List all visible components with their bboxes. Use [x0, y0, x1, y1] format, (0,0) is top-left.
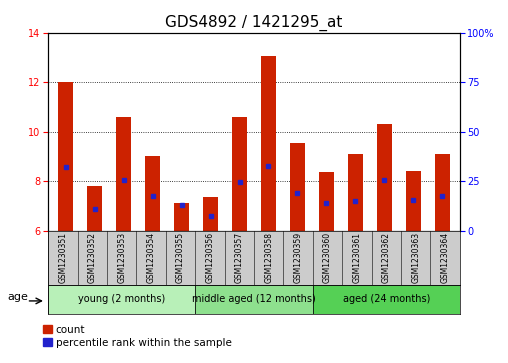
Text: age: age — [7, 292, 28, 302]
Bar — [87, 186, 102, 231]
Text: GSM1230355: GSM1230355 — [176, 232, 185, 283]
Text: GSM1230362: GSM1230362 — [382, 232, 391, 283]
Bar — [232, 117, 247, 231]
Text: GSM1230351: GSM1230351 — [58, 232, 68, 283]
Bar — [145, 156, 160, 231]
Legend: count, percentile rank within the sample: count, percentile rank within the sample — [43, 325, 232, 348]
Text: GSM1230364: GSM1230364 — [440, 232, 450, 283]
Bar — [313, 285, 460, 314]
Text: GSM1230357: GSM1230357 — [235, 232, 244, 283]
Text: GSM1230356: GSM1230356 — [205, 232, 214, 283]
Bar — [319, 172, 334, 231]
Text: GSM1230354: GSM1230354 — [147, 232, 155, 283]
Bar — [58, 82, 73, 231]
Text: aged (24 months): aged (24 months) — [342, 294, 430, 305]
Bar — [406, 171, 421, 231]
Bar — [116, 117, 131, 231]
Text: GSM1230361: GSM1230361 — [353, 232, 361, 283]
Title: GDS4892 / 1421295_at: GDS4892 / 1421295_at — [165, 15, 343, 31]
Text: middle aged (12 months): middle aged (12 months) — [192, 294, 316, 305]
Text: GSM1230358: GSM1230358 — [264, 232, 273, 283]
Bar — [174, 203, 189, 231]
Text: young (2 months): young (2 months) — [78, 294, 166, 305]
Text: GSM1230353: GSM1230353 — [117, 232, 126, 283]
Text: GSM1230352: GSM1230352 — [88, 232, 97, 283]
Bar — [348, 154, 363, 231]
Text: GSM1230363: GSM1230363 — [411, 232, 420, 283]
Bar — [261, 56, 276, 231]
Text: GSM1230359: GSM1230359 — [294, 232, 303, 283]
Bar — [203, 197, 218, 231]
Text: GSM1230360: GSM1230360 — [323, 232, 332, 283]
Bar — [290, 143, 305, 231]
Bar — [195, 285, 313, 314]
Bar — [377, 124, 392, 231]
Bar — [48, 285, 195, 314]
Bar — [435, 154, 450, 231]
